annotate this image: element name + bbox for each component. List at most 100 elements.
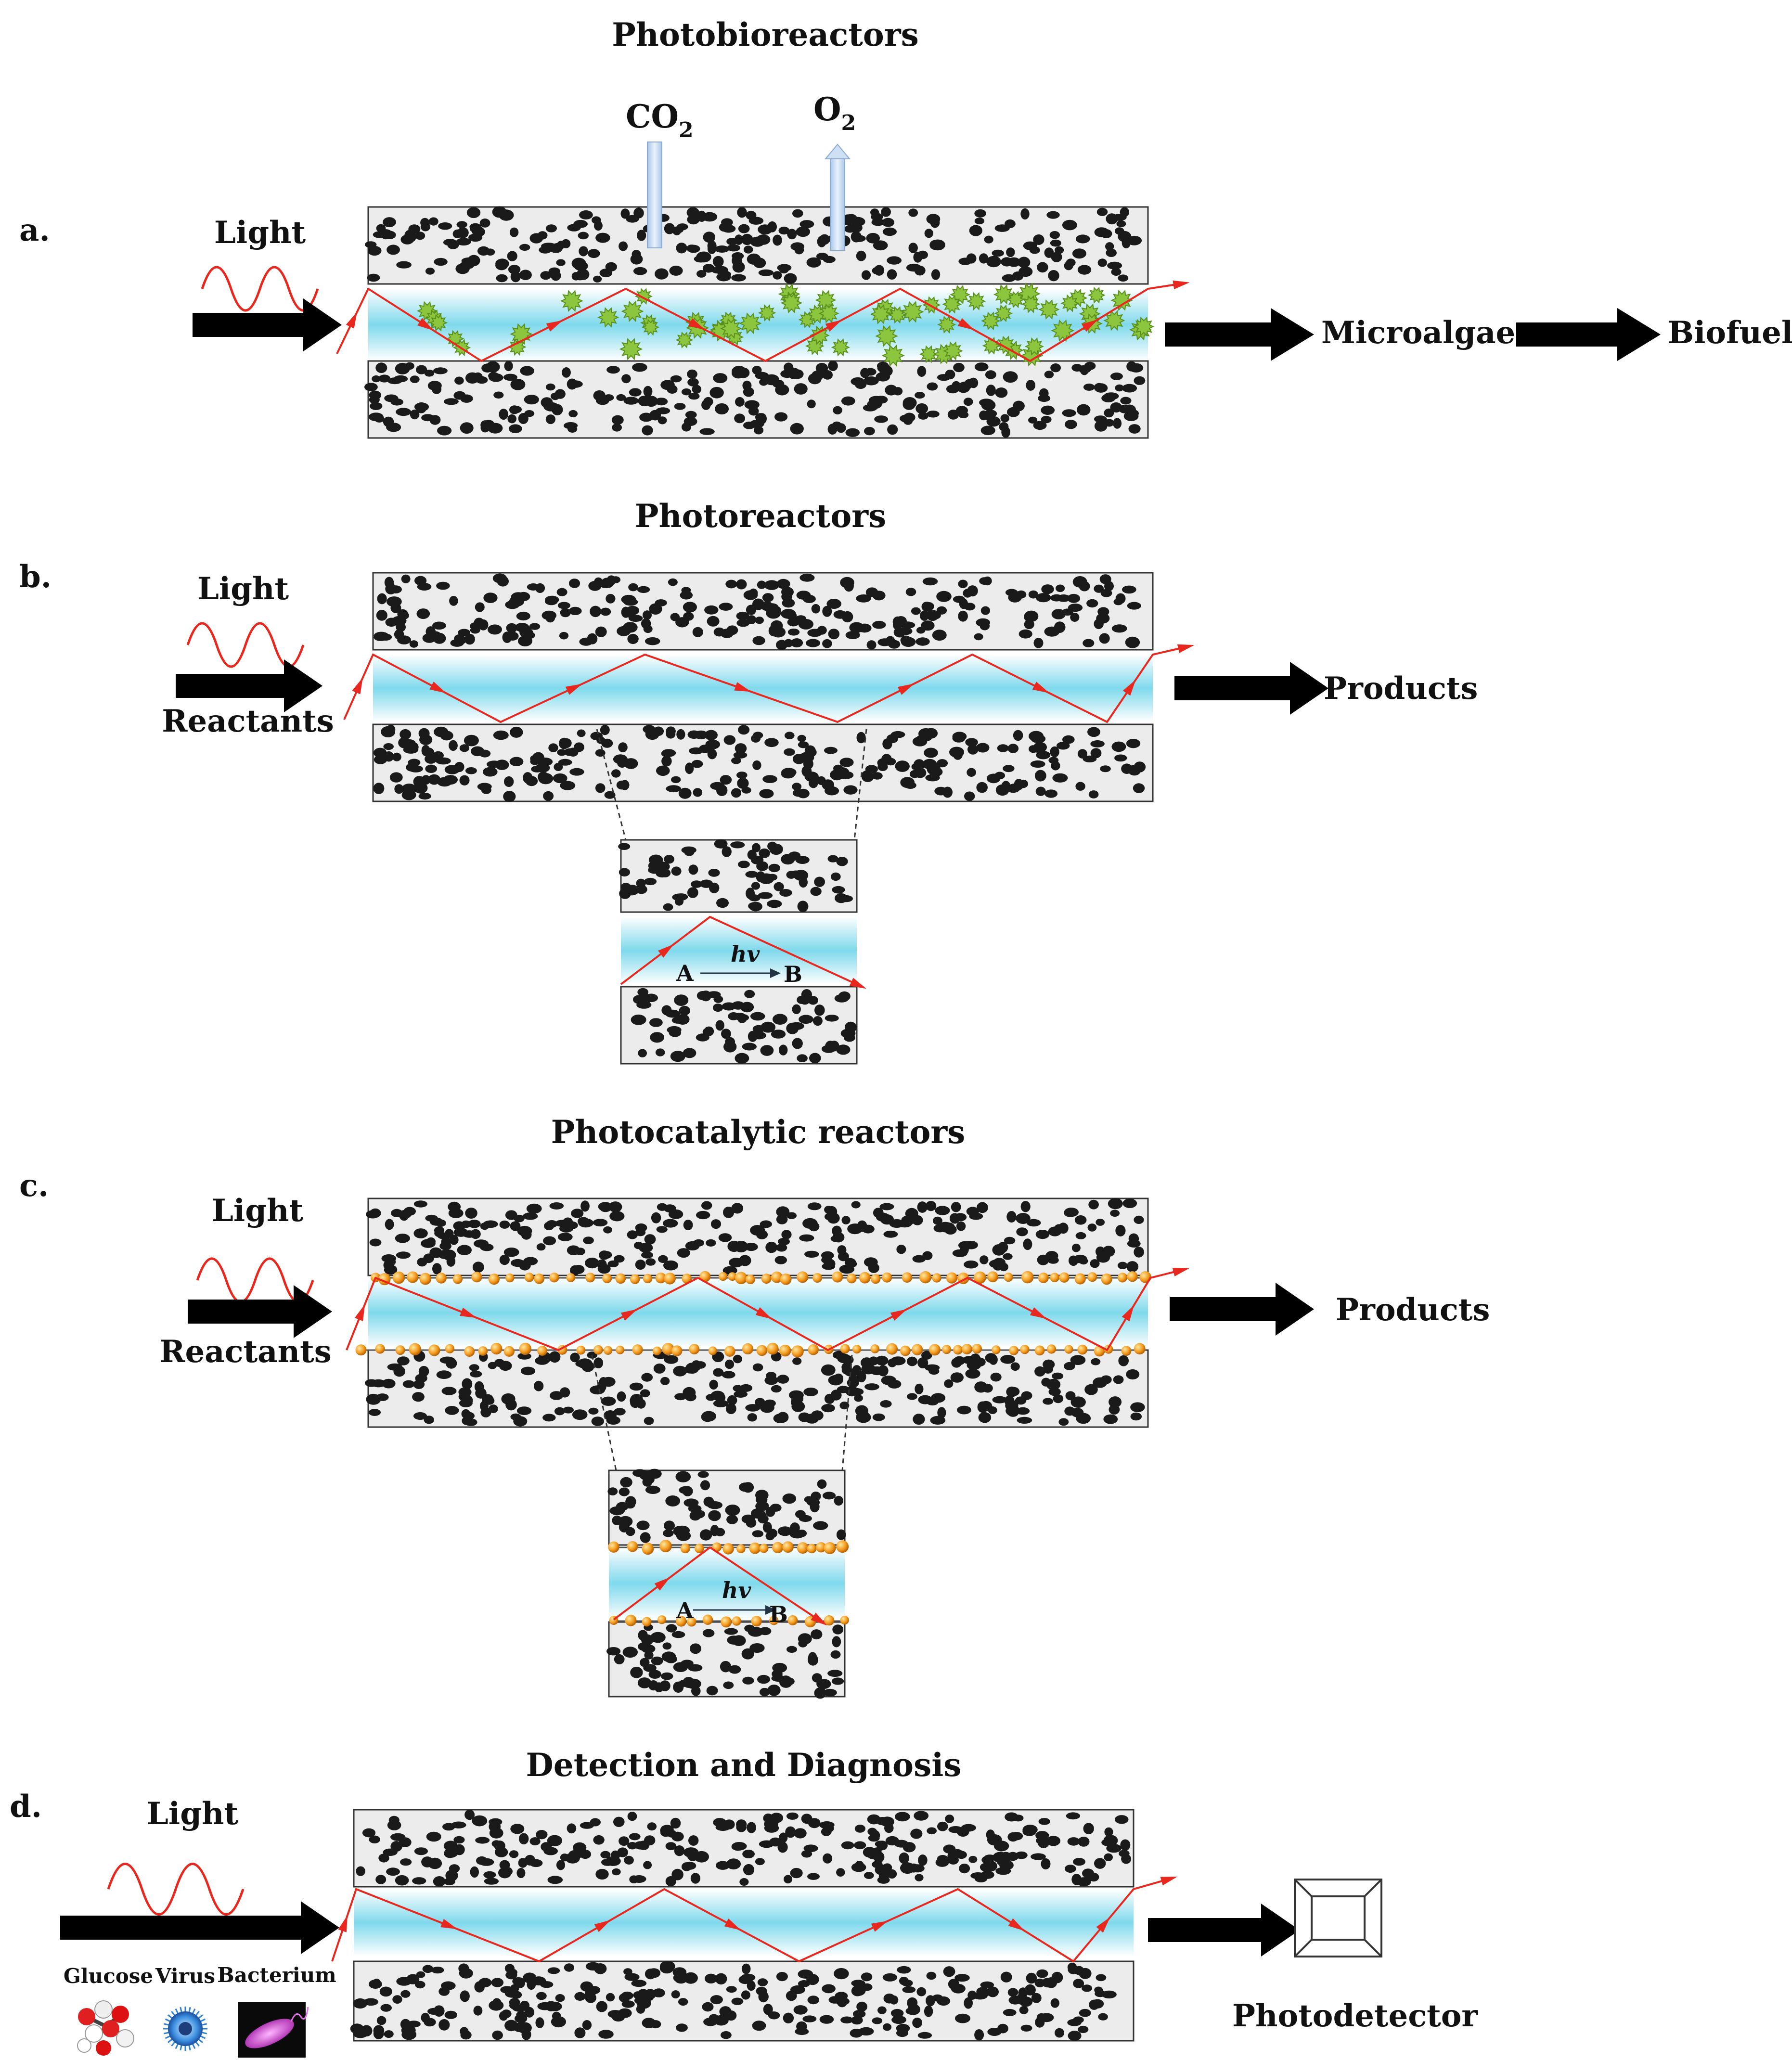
lower-wall-particles <box>364 1351 1145 1427</box>
light-ray-path <box>336 283 1180 362</box>
upper-wall-particles <box>356 1809 1132 1887</box>
panel-a: a. Photobioreactors Light CO2 O2 Microal… <box>19 16 1792 439</box>
ray-arrowhead <box>346 311 357 329</box>
ray-arrowhead <box>1096 1917 1110 1933</box>
photodetector-label: Photodetector <box>1232 1998 1479 2034</box>
co2-inlet-tube <box>647 142 662 248</box>
lower-catalyst-layer <box>355 1342 1146 1358</box>
bacterium-label: Bacterium <box>217 1963 336 1987</box>
reactant-a-label: A <box>676 960 694 986</box>
reaction-inset: hv A B <box>618 839 866 1065</box>
product-b-label: B <box>769 1601 788 1627</box>
ray-arrowhead <box>654 1577 670 1591</box>
ray-arrowhead <box>734 682 751 692</box>
input-arrow-icon <box>176 659 322 712</box>
panel-a-letter: a. <box>19 212 50 248</box>
light-ray-path <box>346 1270 1180 1352</box>
ray-arrowhead <box>1173 280 1190 289</box>
ray-arrowhead <box>1172 1268 1190 1276</box>
panel-b-letter: b. <box>19 559 52 595</box>
light-wave-icon <box>201 266 319 312</box>
ray-arrowhead <box>429 682 446 694</box>
upper-wall-particles <box>374 573 1141 650</box>
hv-label: hv <box>731 941 760 967</box>
ray-arrowhead <box>1032 682 1049 693</box>
zoom-guide-right <box>841 1354 853 1471</box>
co2-label: CO2 <box>626 98 694 142</box>
zoom-guide-left <box>596 729 627 840</box>
panel-d-letter: d. <box>10 1789 42 1825</box>
ray-arrowhead <box>338 1915 348 1932</box>
bacterium-icon <box>238 2002 309 2058</box>
ray-arrowhead <box>871 1920 888 1932</box>
inset-light-ray <box>613 1546 819 1621</box>
ray-arrowhead <box>890 1309 907 1321</box>
ray-arrowhead <box>1177 644 1195 653</box>
inset-upper-particles <box>618 839 853 912</box>
panel-b-title: Photoreactors <box>635 497 886 535</box>
light-wave-icon <box>107 1863 245 1916</box>
ray-arrowhead <box>460 1307 477 1318</box>
light-ray-path <box>343 646 1185 723</box>
ray-arrowhead <box>594 1920 611 1932</box>
upper-catalyst-layer <box>371 1271 1151 1286</box>
ray-arrowhead <box>849 978 866 989</box>
light-ray-path <box>331 1879 1168 1963</box>
panel-d-title: Detection and Diagnosis <box>526 1746 962 1784</box>
upper-wall-particles <box>365 206 1142 284</box>
product-b-label: B <box>784 961 802 987</box>
ray-arrowhead <box>1008 1918 1025 1931</box>
light-wave-icon <box>196 1257 314 1303</box>
o2-label: O2 <box>813 90 856 135</box>
glucose-molecule-icon <box>77 2000 134 2056</box>
panel-d: d. Detection and Diagnosis Light Glucose… <box>10 1746 1478 2058</box>
flow-channel <box>354 1889 1134 1957</box>
products-label: Products <box>1324 670 1478 707</box>
ray-arrowhead <box>724 1918 741 1931</box>
products-label: Products <box>1336 1292 1490 1328</box>
products-arrow-icon <box>1174 662 1328 715</box>
microalgae-label: Microalgae <box>1321 315 1515 351</box>
catalytic-reaction-inset: hv A B <box>606 1468 849 1699</box>
virus-icon <box>163 2007 207 2051</box>
ray-arrowhead <box>658 944 674 958</box>
glucose-label: Glucose <box>64 1964 153 1988</box>
inset-lower-particles <box>631 988 857 1064</box>
reactants-label: Reactants <box>159 1334 332 1370</box>
panel-a-light-label: Light <box>214 215 306 251</box>
output-arrow-icon <box>1165 308 1314 361</box>
panel-c-title: Photocatalytic reactors <box>551 1113 966 1151</box>
panel-d-light-label: Light <box>147 1796 239 1832</box>
ray-arrowhead <box>1122 679 1136 696</box>
lower-wall-particles <box>364 360 1146 438</box>
ray-arrowhead <box>1122 1305 1135 1322</box>
inset-light-ray <box>620 915 857 985</box>
light-wave-icon <box>186 622 305 668</box>
inset-lower-catalyst <box>609 1614 849 1628</box>
inset-upper-catalyst <box>608 1540 849 1555</box>
ray-arrowhead <box>354 1304 365 1321</box>
panel-c-light-label: Light <box>212 1193 304 1229</box>
inset-upper-particles <box>607 1468 846 1543</box>
hv-label: hv <box>722 1577 751 1603</box>
ray-arrowhead <box>957 318 975 330</box>
products-arrow-icon <box>1170 1283 1314 1336</box>
output-arrow-icon <box>1148 1904 1300 1957</box>
inset-lower-particles <box>606 1623 844 1699</box>
ray-arrowhead <box>546 320 563 332</box>
ray-arrowhead <box>688 318 705 330</box>
ray-arrowhead <box>565 683 582 695</box>
flow-channel <box>373 655 1153 722</box>
o2-outlet-arrowhead <box>824 143 851 159</box>
ray-arrowhead <box>825 320 842 332</box>
ray-arrowhead <box>417 318 434 331</box>
zoom-guide-left <box>591 1354 617 1471</box>
reactant-a-label: A <box>676 1597 694 1623</box>
ray-arrowhead <box>755 1307 773 1319</box>
ray-arrowhead <box>620 1309 638 1321</box>
input-arrow-icon <box>188 1285 332 1338</box>
lower-wall-particles <box>350 1960 1117 2041</box>
ray-arrowhead <box>1082 319 1098 332</box>
ray-arrowhead <box>352 677 363 695</box>
